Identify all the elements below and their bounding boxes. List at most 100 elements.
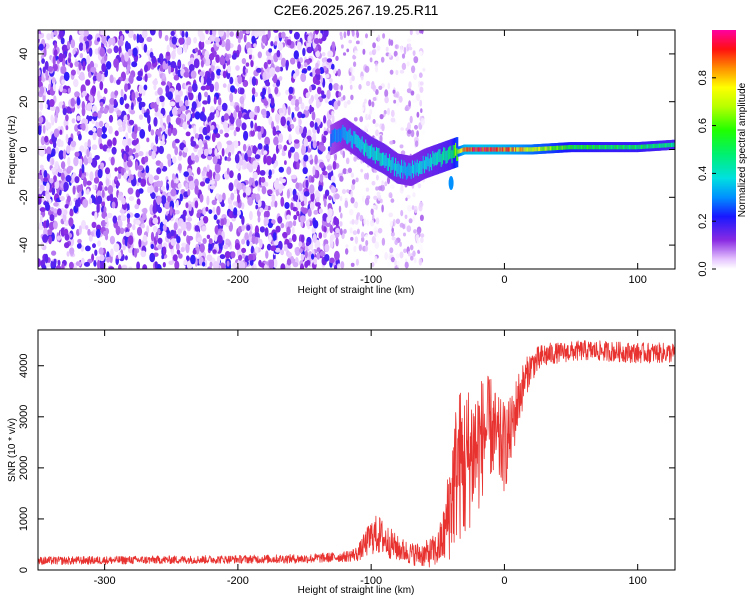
- spectrogram-signal-cell: [507, 147, 510, 152]
- spectrogram-noise-cell: [294, 99, 300, 108]
- spectrogram-noise-cell: [158, 145, 164, 155]
- spectrogram-noise-cell: [407, 204, 412, 212]
- spectrogram-signal-cell: [635, 145, 637, 150]
- spectrogram-noise-cell: [46, 229, 53, 236]
- spectrogram-noise-cell: [222, 83, 227, 88]
- spectrogram-signal-cell: [660, 143, 662, 148]
- spectrogram-noise-cell: [113, 45, 119, 54]
- spectrogram-noise-cell: [384, 181, 388, 187]
- spectrogram-noise-cell: [404, 217, 408, 224]
- spectrogram-noise-cell: [138, 84, 143, 95]
- spectrogram-noise-cell: [129, 174, 134, 181]
- spectrogram-signal-cell: [541, 146, 544, 151]
- spectrogram-noise-cell: [399, 251, 404, 259]
- spectrogram-noise-cell: [268, 169, 272, 177]
- spectrogram-noise-cell: [70, 69, 76, 76]
- spectrogram-noise-cell: [323, 30, 329, 38]
- spectrogram-signal-cell: [425, 156, 427, 170]
- spectrogram-noise-cell: [369, 51, 373, 56]
- spectrogram-noise-cell: [188, 63, 195, 72]
- spectrogram-signal-cell: [422, 155, 425, 169]
- spectrogram-signal-cell: [356, 135, 359, 148]
- spectrogram-noise-cell: [404, 261, 409, 269]
- spectrogram-noise-cell: [39, 102, 44, 111]
- spectrogram-noise-cell: [101, 200, 106, 208]
- spectrogram-noise-cell: [154, 103, 159, 113]
- spectrogram-noise-cell: [225, 238, 230, 244]
- spectrogram-noise-cell: [67, 88, 71, 94]
- spectrogram-signal-cell: [398, 163, 401, 177]
- spectrogram-noise-cell: [178, 253, 183, 259]
- spectrogram-noise-cell: [254, 246, 259, 254]
- spectrogram-noise-cell: [56, 235, 62, 241]
- spectrogram-noise-cell: [137, 165, 144, 171]
- spectrogram-noise-cell: [76, 97, 81, 106]
- spectrogram-noise-cell: [375, 174, 379, 181]
- spectrogram-noise-cell: [189, 57, 195, 62]
- spectrogram-noise-cell: [155, 195, 162, 205]
- spectrogram-signal-cell: [332, 129, 335, 143]
- spectrogram-noise-cell: [324, 243, 330, 253]
- spectrogram-noise-cell: [278, 183, 283, 194]
- spectrogram-signal-cell: [455, 142, 457, 156]
- spectrogram-noise-cell: [418, 50, 423, 56]
- spectrogram-signal-cell: [505, 147, 508, 152]
- snr-x-tick-label: -100: [360, 575, 382, 587]
- spectrogram-noise-cell: [284, 160, 287, 166]
- spectrogram-noise-cell: [129, 155, 134, 160]
- spectrogram-noise-cell: [339, 31, 343, 37]
- spectrogram-noise-cell: [310, 176, 315, 183]
- spectrogram-noise-cell: [83, 177, 87, 187]
- spectrogram-noise-cell: [188, 180, 195, 191]
- spectrogram-signal-cell: [342, 124, 345, 138]
- spectrogram-noise-cell: [142, 212, 147, 221]
- spectrogram-noise-cell: [292, 261, 299, 268]
- spectrogram-noise-cell: [233, 109, 237, 120]
- spectrogram-signal-cell: [487, 147, 490, 152]
- spectrogram-noise-cell: [399, 241, 402, 247]
- spectrogram-noise-cell: [209, 261, 213, 268]
- spectrogram-signal-cell: [358, 135, 360, 149]
- spectrogram-noise-cell: [257, 130, 262, 140]
- spectrogram-noise-cell: [194, 154, 200, 163]
- spectrogram-noise-cell: [126, 213, 131, 219]
- spectrogram-signal-cell: [543, 146, 546, 151]
- spectrogram-noise-cell: [205, 30, 209, 35]
- spectrogram-signal-cell: [338, 128, 341, 142]
- spectrogram-signal-cell: [407, 165, 409, 179]
- spectrogram-signal-cell: [395, 157, 397, 171]
- spectrogram-noise-cell: [174, 210, 180, 215]
- spectrogram-noise-cell: [241, 247, 247, 254]
- spectrogram-noise-cell: [170, 238, 177, 246]
- spectrogram-noise-cell: [224, 251, 231, 259]
- spectrogram-noise-cell: [59, 84, 64, 92]
- spectrogram-noise-cell: [364, 245, 369, 252]
- spectrogram-noise-cell: [65, 133, 69, 144]
- spectrogram-noise-cell: [251, 35, 256, 44]
- spectrogram-noise-cell: [267, 59, 272, 65]
- spectrogram-noise-cell: [127, 187, 134, 195]
- spectrogram-noise-cell: [151, 150, 156, 160]
- spectrogram-signal-cell: [500, 147, 503, 152]
- spectrogram-noise-cell: [286, 189, 290, 199]
- spectrogram-noise-cell: [398, 229, 404, 237]
- spectrogram-noise-cell: [366, 219, 370, 226]
- spectrogram-signal-cell: [523, 147, 526, 152]
- spectrogram-noise-cell: [236, 182, 243, 191]
- spectrogram-noise-cell: [393, 50, 398, 57]
- spectrogram-noise-cell: [131, 102, 134, 111]
- spectrogram-noise-cell: [66, 251, 70, 257]
- spectrogram-signal-cell: [383, 152, 385, 166]
- spectrogram-noise-cell: [305, 259, 311, 266]
- spectrogram-noise-cell: [278, 144, 283, 150]
- spectrogram-noise-cell: [220, 218, 225, 226]
- spectrogram-signal-cell: [446, 150, 449, 163]
- spectrogram-noise-cell: [212, 249, 217, 254]
- spectrogram-noise-cell: [272, 73, 278, 84]
- spectrogram-noise-cell: [290, 174, 297, 180]
- spectrogram-noise-cell: [174, 178, 179, 184]
- spectrogram-signal-cell: [533, 147, 535, 152]
- spectrogram-noise-cell: [312, 140, 317, 149]
- spectrogram-signal-cell: [563, 145, 565, 150]
- spectrogram-noise-cell: [185, 182, 189, 190]
